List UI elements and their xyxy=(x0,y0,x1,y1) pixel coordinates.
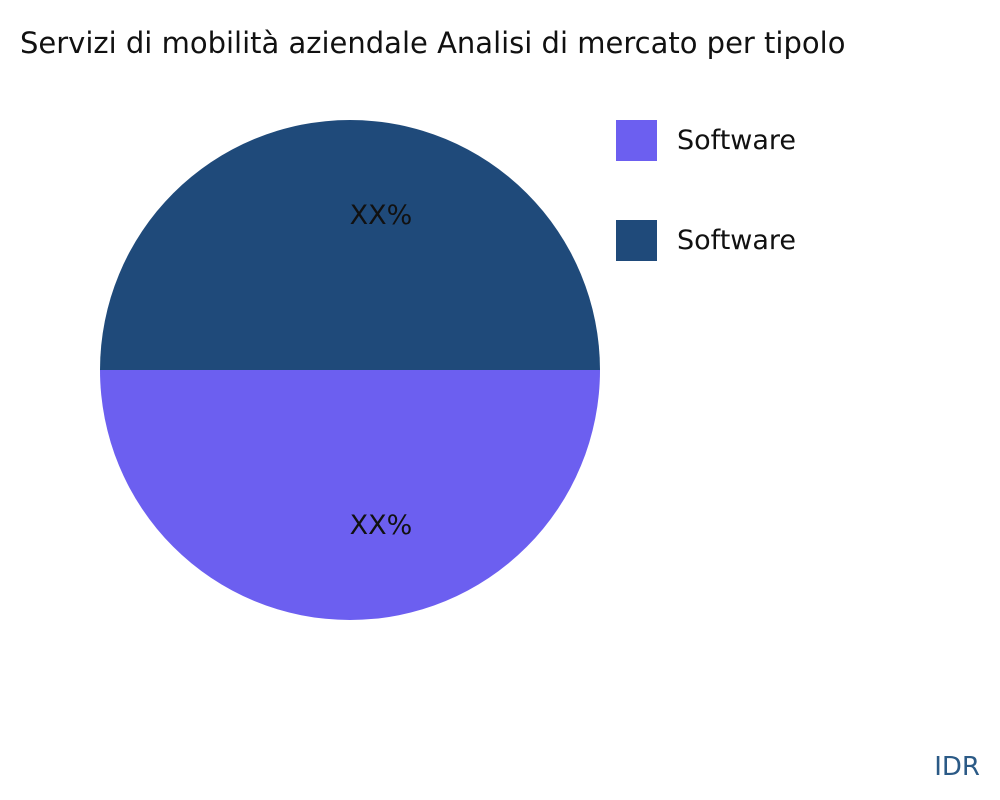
slice-data-label: XX% xyxy=(350,510,413,541)
pie-slice xyxy=(100,370,600,620)
legend-label: Software xyxy=(677,125,797,156)
legend-label: Software xyxy=(677,225,797,256)
chart-title: Servizi di mobilità aziendale Analisi di… xyxy=(20,26,846,60)
brand-logo-text: IDR xyxy=(934,752,980,782)
legend-item: Software xyxy=(616,220,796,261)
slice-data-label: XX% xyxy=(350,200,413,231)
legend-item: Software xyxy=(616,120,796,161)
legend-swatch xyxy=(616,120,657,161)
pie-slice xyxy=(100,120,600,370)
legend-swatch xyxy=(616,220,657,261)
